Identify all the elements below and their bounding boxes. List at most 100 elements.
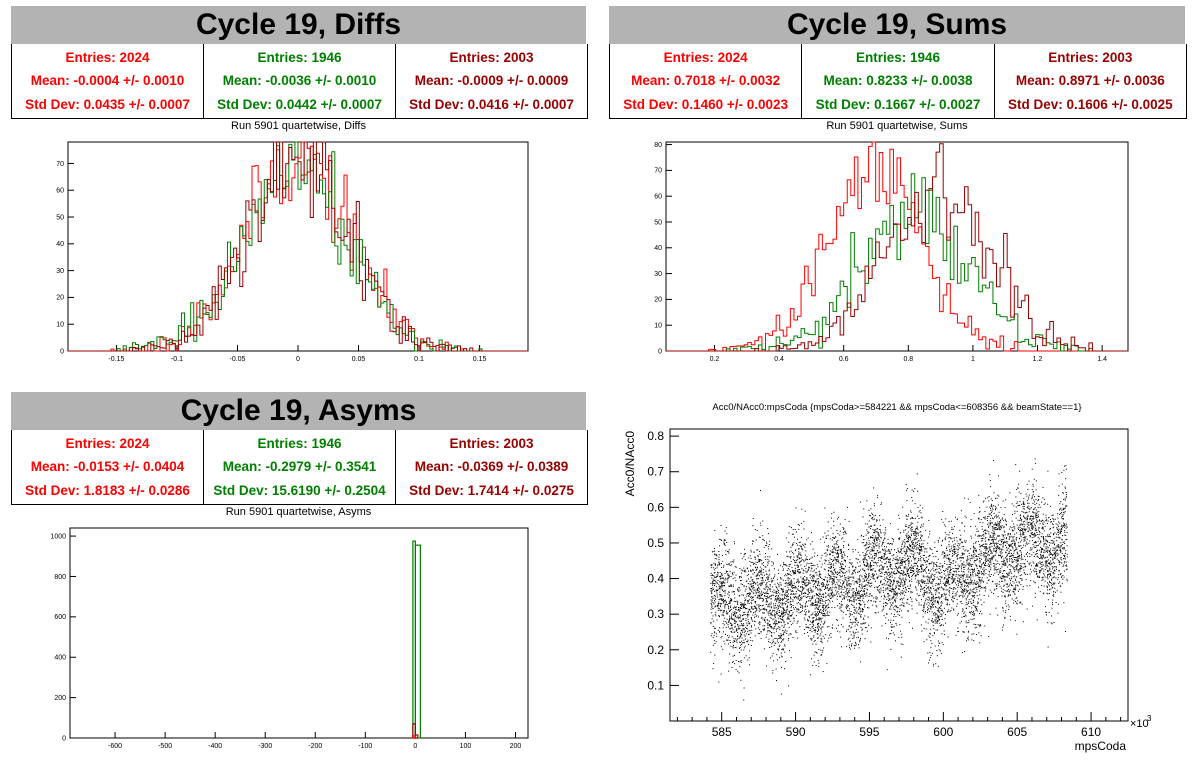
scatter-point xyxy=(910,535,912,537)
scatter-point xyxy=(996,523,998,525)
scatter-point xyxy=(803,629,805,631)
scatter-point xyxy=(731,636,733,638)
scatter-point xyxy=(764,556,766,558)
scatter-point xyxy=(964,614,966,616)
scatter-point xyxy=(850,627,852,629)
scatter-point xyxy=(815,606,817,608)
scatter-point xyxy=(782,588,784,590)
scatter-point xyxy=(959,565,961,567)
scatter-point xyxy=(780,655,782,657)
scatter-point xyxy=(713,569,715,571)
scatter-point xyxy=(815,601,817,603)
scatter-point xyxy=(1014,557,1016,559)
scatter-point xyxy=(1008,606,1010,608)
scatter-point xyxy=(930,588,932,590)
scatter-point xyxy=(732,561,734,563)
scatter-point xyxy=(1047,593,1049,595)
scatter-point xyxy=(881,575,883,577)
scatter-point xyxy=(946,582,948,584)
scatter-point xyxy=(1028,542,1030,544)
scatter-point xyxy=(894,568,896,570)
scatter-point xyxy=(992,539,994,541)
scatter-point xyxy=(782,620,784,622)
scatter-point xyxy=(978,586,980,588)
scatter-point xyxy=(858,597,860,599)
scatter-point xyxy=(995,542,997,544)
scatter-point xyxy=(993,516,995,518)
scatter-point xyxy=(904,574,906,576)
scatter-point xyxy=(945,581,947,583)
scatter-point xyxy=(778,600,780,602)
scatter-point xyxy=(947,576,949,578)
scatter-point xyxy=(784,583,786,585)
scatter-point xyxy=(767,578,769,580)
scatter-point xyxy=(967,557,969,559)
scatter-point xyxy=(895,591,897,593)
scatter-point xyxy=(904,582,906,584)
x-tick-label: 590 xyxy=(786,725,806,739)
scatter-point xyxy=(916,473,918,475)
scatter-point xyxy=(1064,487,1066,489)
scatter-point xyxy=(965,588,967,590)
scatter-point xyxy=(909,549,911,551)
scatter-point xyxy=(815,592,817,594)
scatter-point xyxy=(930,599,932,601)
scatter-point xyxy=(794,573,796,575)
scatter-point xyxy=(851,621,853,623)
x-tick-label: -400 xyxy=(208,743,222,750)
scatter-point xyxy=(1066,531,1068,533)
scatter-point xyxy=(886,550,888,552)
scatter-point xyxy=(973,546,975,548)
scatter-point xyxy=(944,532,946,534)
scatter-point xyxy=(723,539,725,541)
scatter-point xyxy=(955,584,957,586)
scatter-point xyxy=(935,620,937,622)
scatter-point xyxy=(765,597,767,599)
scatter-point xyxy=(832,592,834,594)
scatter-point xyxy=(814,619,816,621)
scatter-point xyxy=(838,585,840,587)
scatter-point xyxy=(946,581,948,583)
scatter-point xyxy=(969,569,971,571)
scatter-point xyxy=(772,580,774,582)
scatter-point xyxy=(854,597,856,599)
scatter-point xyxy=(852,592,854,594)
scatter-point xyxy=(912,518,914,520)
scatter-point xyxy=(780,642,782,644)
scatter-point xyxy=(983,533,985,535)
scatter-point xyxy=(790,557,792,559)
scatter-point xyxy=(918,553,920,555)
scatter-point xyxy=(837,591,839,593)
scatter-point xyxy=(788,532,790,534)
scatter-point xyxy=(907,565,909,567)
scatter-point xyxy=(849,613,851,615)
scatter-point xyxy=(872,577,874,579)
scatter-point xyxy=(1013,550,1015,552)
scatter-point xyxy=(941,587,943,589)
scatter-point xyxy=(929,533,931,535)
scatter-point xyxy=(846,585,848,587)
scatter-point xyxy=(960,620,962,622)
scatter-point xyxy=(800,554,802,556)
scatter-point xyxy=(715,581,717,583)
scatter-point xyxy=(804,510,806,512)
scatter-point xyxy=(962,594,964,596)
scatter-point xyxy=(858,586,860,588)
scatter-point xyxy=(876,497,878,499)
scatter-point xyxy=(856,620,858,622)
scatter-point xyxy=(1011,561,1013,563)
scatter-point xyxy=(716,558,718,560)
scatter-point xyxy=(884,548,886,550)
scatter-point xyxy=(1038,538,1040,540)
scatter-point xyxy=(962,553,964,555)
scatter-point xyxy=(750,611,752,613)
scatter-point xyxy=(739,577,741,579)
scatter-point xyxy=(967,549,969,551)
scatter-point xyxy=(863,539,865,541)
scatter-point xyxy=(841,554,843,556)
scatter-point xyxy=(1045,546,1047,548)
scatter-point xyxy=(813,654,815,656)
scatter-point xyxy=(917,584,919,586)
scatter-point xyxy=(792,604,794,606)
scatter-point xyxy=(812,575,814,577)
